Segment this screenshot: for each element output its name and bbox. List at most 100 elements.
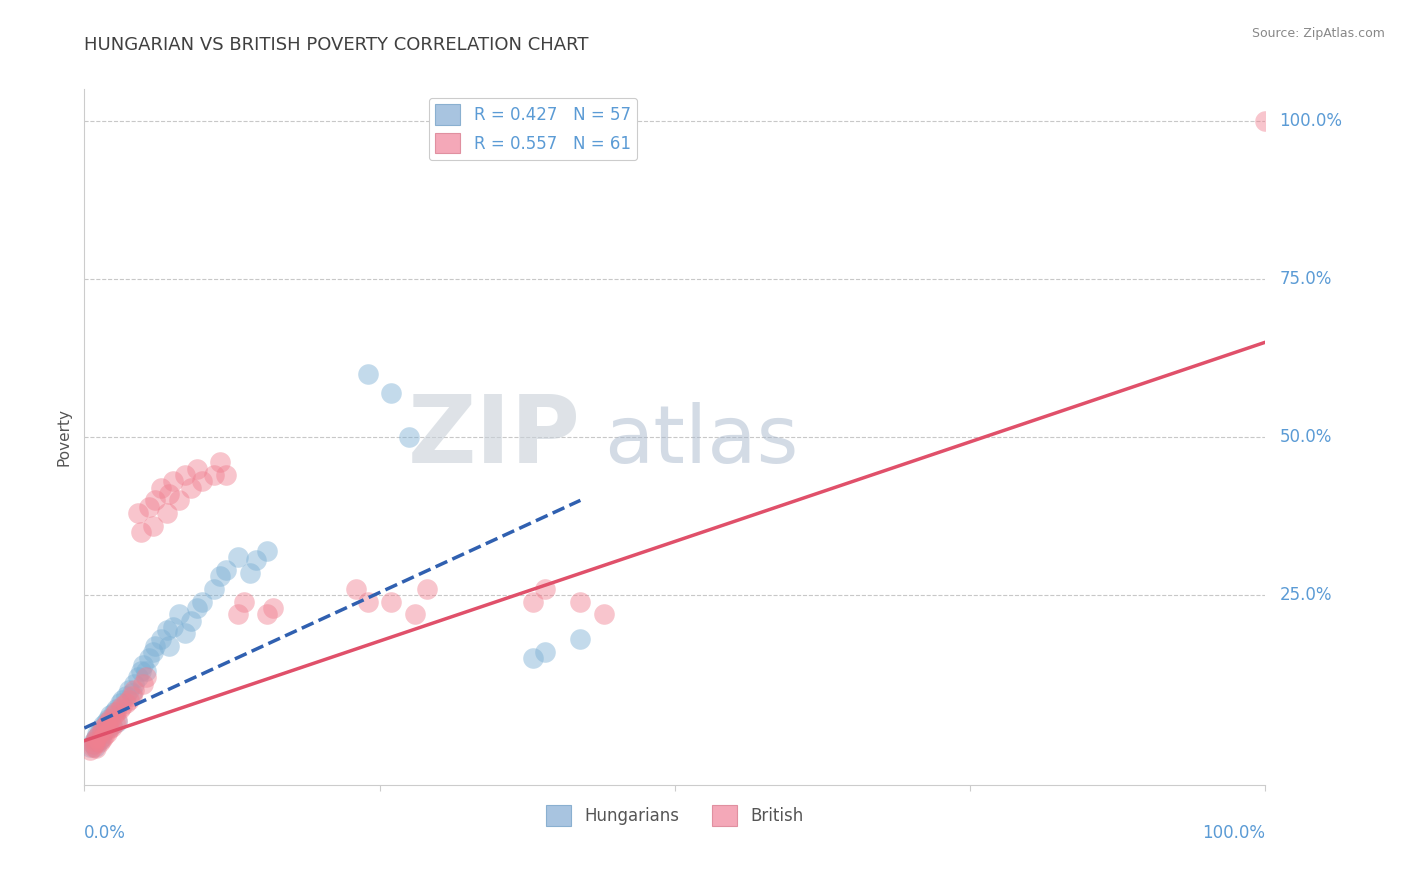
Point [162, 620, 184, 634]
Point [173, 626, 195, 640]
Point [156, 506, 179, 520]
Point [107, 714, 129, 728]
Point [94, 718, 117, 732]
Point [108, 696, 131, 710]
Point [256, 544, 278, 558]
Text: ZIP: ZIP [408, 391, 581, 483]
Point [84, 731, 107, 745]
Point [98, 712, 121, 726]
Point [127, 506, 149, 520]
Point [98, 723, 121, 737]
Text: atlas: atlas [605, 401, 799, 480]
Point [79, 739, 101, 754]
Point [186, 461, 208, 475]
Point [209, 455, 232, 469]
Text: 0.0%: 0.0% [84, 824, 127, 842]
Point [108, 702, 131, 716]
Point [105, 705, 128, 719]
Point [97, 712, 120, 726]
Point [91, 721, 114, 735]
Point [127, 670, 149, 684]
Point [245, 553, 267, 567]
Point [91, 721, 114, 735]
Point [87, 733, 110, 747]
Point [100, 720, 122, 734]
Point [83, 733, 105, 747]
Point [97, 714, 120, 729]
Text: 100.0%: 100.0% [1202, 824, 1265, 842]
Point [87, 727, 110, 741]
Point [93, 724, 115, 739]
Point [143, 493, 166, 508]
Point [593, 607, 616, 622]
Point [380, 385, 402, 400]
Point [180, 614, 202, 628]
Point [239, 566, 262, 580]
Legend: Hungarians, British: Hungarians, British [538, 798, 811, 832]
Point [357, 367, 380, 381]
Point [522, 651, 544, 665]
Point [226, 607, 249, 622]
Point [256, 607, 278, 622]
Point [97, 721, 120, 735]
Point [91, 727, 114, 741]
Point [104, 716, 127, 731]
Point [157, 639, 180, 653]
Point [103, 708, 125, 723]
Point [215, 563, 238, 577]
Point [157, 487, 180, 501]
Point [83, 737, 105, 751]
Y-axis label: Poverty: Poverty [56, 408, 72, 467]
Point [569, 594, 592, 608]
Point [93, 729, 115, 743]
Point [91, 718, 114, 732]
Point [522, 594, 544, 608]
Point [114, 696, 136, 710]
Point [215, 468, 238, 483]
Point [94, 714, 117, 729]
Point [96, 726, 118, 740]
Point [98, 708, 121, 723]
Point [89, 724, 111, 739]
Point [416, 582, 439, 596]
Point [344, 582, 367, 596]
Point [89, 735, 111, 749]
Point [103, 705, 125, 719]
Point [84, 739, 107, 754]
Point [186, 600, 208, 615]
Point [118, 683, 141, 698]
Point [404, 607, 426, 622]
Point [142, 518, 165, 533]
Point [132, 657, 155, 672]
Point [380, 594, 402, 608]
Point [156, 623, 179, 637]
Point [357, 594, 380, 608]
Point [398, 430, 420, 444]
Point [534, 582, 557, 596]
Point [82, 737, 104, 751]
Point [167, 493, 190, 508]
Point [226, 550, 249, 565]
Point [132, 677, 155, 691]
Point [84, 733, 107, 747]
Point [122, 683, 145, 698]
Point [90, 731, 112, 745]
Point [84, 741, 107, 756]
Point [173, 468, 195, 483]
Point [111, 692, 134, 706]
Point [79, 743, 101, 757]
Point [105, 702, 128, 716]
Point [129, 524, 152, 539]
Text: 75.0%: 75.0% [1279, 270, 1331, 288]
Point [129, 664, 152, 678]
Point [150, 632, 173, 647]
Point [91, 732, 114, 747]
Point [91, 724, 114, 739]
Point [534, 645, 557, 659]
Point [202, 582, 225, 596]
Text: 25.0%: 25.0% [1279, 586, 1331, 604]
Point [118, 692, 141, 706]
Text: Source: ZipAtlas.com: Source: ZipAtlas.com [1251, 27, 1385, 40]
Point [191, 594, 214, 608]
Text: HUNGARIAN VS BRITISH POVERTY CORRELATION CHART: HUNGARIAN VS BRITISH POVERTY CORRELATION… [84, 36, 589, 54]
